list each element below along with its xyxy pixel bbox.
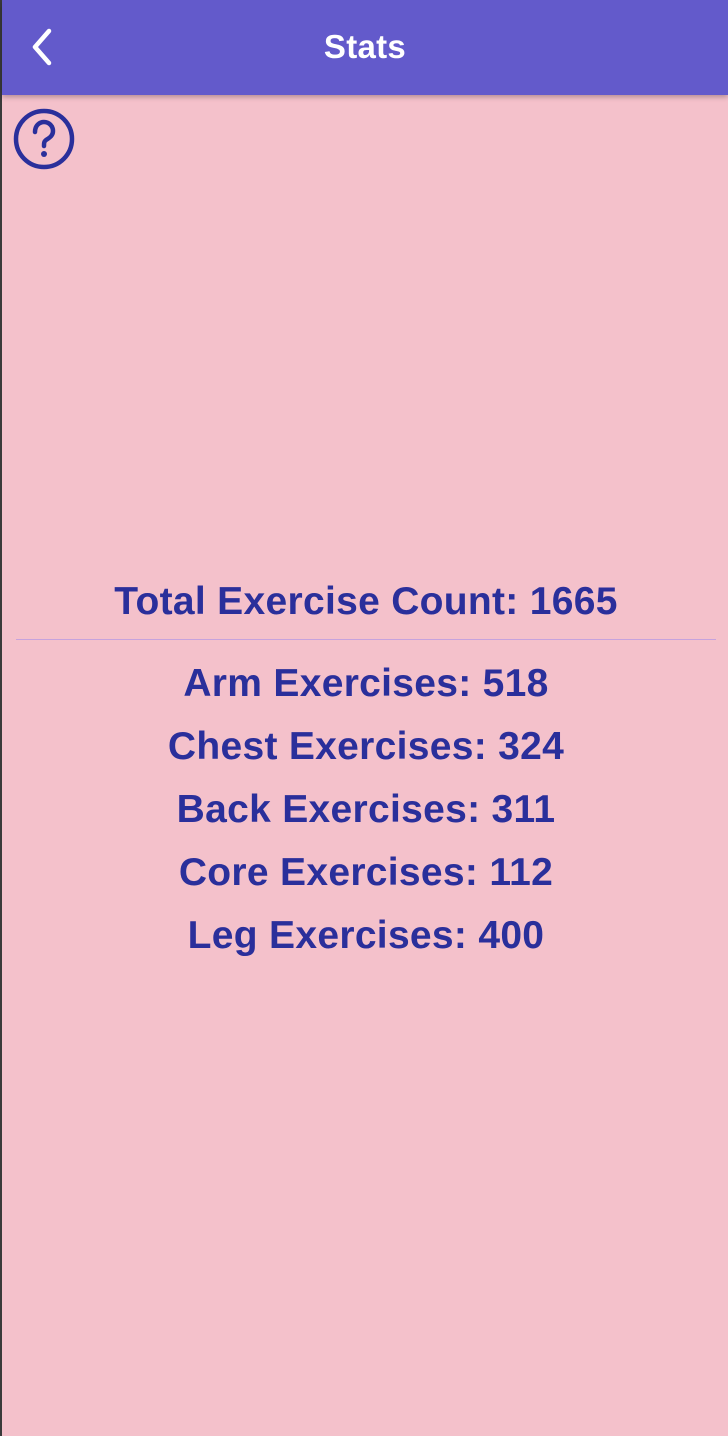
chevron-left-icon: [32, 28, 52, 66]
stats-panel: Total Exercise Count: 1665 Arm Exercises…: [16, 574, 716, 967]
help-button[interactable]: [13, 108, 75, 170]
total-exercise-count: Total Exercise Count: 1665: [114, 580, 618, 623]
category-list: Arm Exercises: 518 Chest Exercises: 324 …: [16, 652, 716, 967]
back-button[interactable]: [22, 22, 62, 72]
left-window-edge: [0, 0, 2, 1436]
page-title: Stats: [323, 28, 407, 65]
leg-exercises-count: Leg Exercises: 400: [187, 914, 545, 957]
back-exercises-count: Back Exercises: 311: [176, 788, 556, 831]
arm-exercises-count: Arm Exercises: 518: [183, 662, 549, 705]
core-exercises-count: Core Exercises: 112: [178, 851, 554, 894]
chest-exercises-count: Chest Exercises: 324: [167, 725, 565, 768]
divider: [16, 639, 716, 640]
help-circle-icon: [13, 108, 75, 170]
app-bar: Stats: [2, 0, 728, 95]
